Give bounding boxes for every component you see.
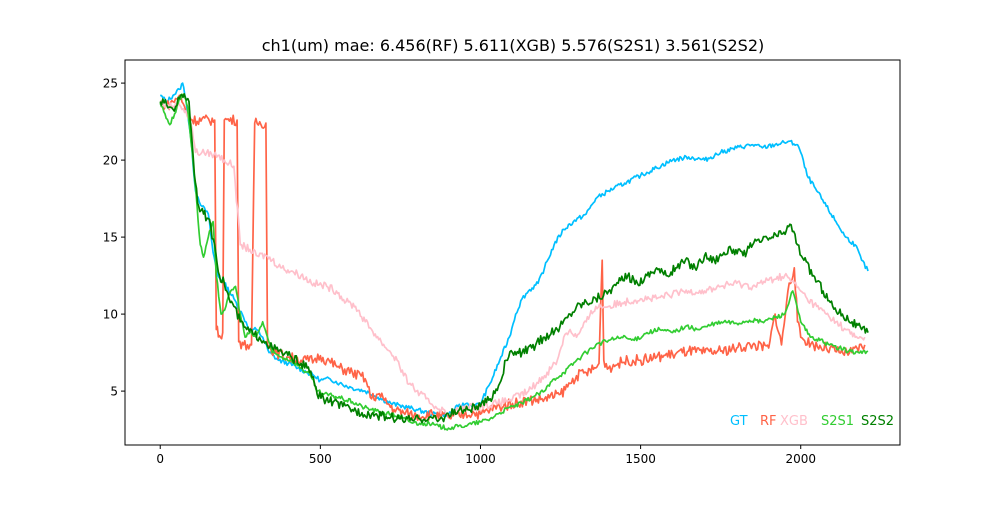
- legend-entry-xgb: XGB: [780, 414, 808, 429]
- legend-entry-rf: RF: [760, 414, 777, 429]
- y-tick-label: 20: [103, 154, 118, 168]
- axes-layer: 0 500 1000 1500 2000 5 10 15 20 25: [103, 59, 901, 466]
- series-line-xgb: [159, 100, 866, 419]
- series-line-gt: [160, 82, 869, 418]
- x-tick-label: 2000: [785, 452, 816, 466]
- x-tick-label: 0: [156, 452, 164, 466]
- legend: GT RF XGB S2S1 S2S2: [730, 414, 894, 429]
- legend-entry-gt: GT: [730, 414, 748, 429]
- legend-entry-s2s1: S2S1: [821, 414, 854, 429]
- series-line-s2s1: [159, 93, 869, 431]
- chart-title: ch1(um) mae: 6.456(RF) 5.611(XGB) 5.576(…: [262, 36, 765, 55]
- x-tick-label: 1000: [465, 452, 496, 466]
- series-layer: [159, 82, 869, 431]
- y-tick-label: 15: [103, 231, 118, 245]
- x-tick-label: 1500: [625, 452, 656, 466]
- x-tick-label: 500: [309, 452, 332, 466]
- legend-entry-s2s2: S2S2: [861, 414, 894, 429]
- y-tick-label: 5: [110, 385, 118, 399]
- plot-frame: [124, 59, 901, 446]
- y-tick-label: 25: [103, 77, 118, 91]
- y-tick-label: 10: [103, 308, 118, 322]
- series-line-s2s2: [159, 93, 869, 424]
